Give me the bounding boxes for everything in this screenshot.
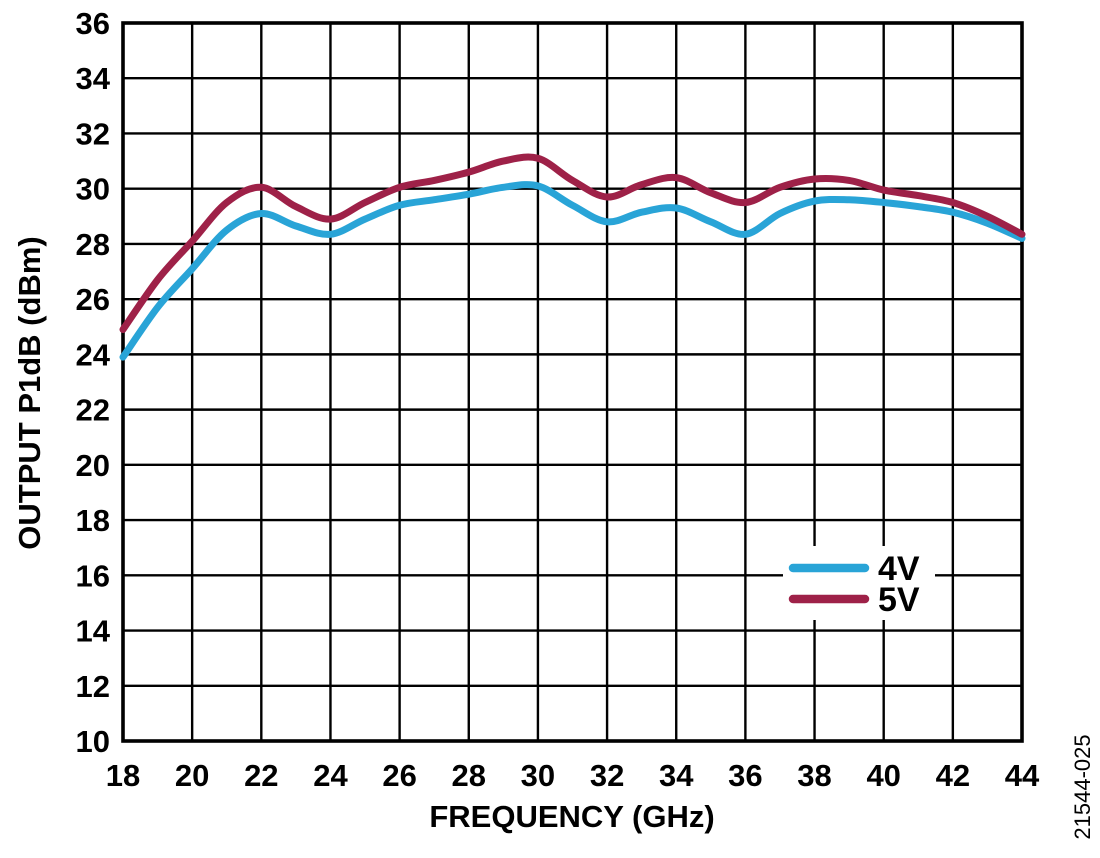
legend-label-5v: 5V <box>878 581 920 619</box>
x-tick-label: 44 <box>1005 758 1040 793</box>
y-tick-label: 24 <box>76 337 111 372</box>
x-tick-label: 18 <box>106 758 140 793</box>
x-tick-label: 42 <box>936 758 970 793</box>
plot-border <box>121 21 1024 743</box>
x-tick-label: 38 <box>797 758 831 793</box>
x-tick-label: 20 <box>175 758 209 793</box>
y-tick-label: 30 <box>76 172 110 207</box>
y-tick-label: 22 <box>76 393 110 428</box>
x-tick-label: 26 <box>382 758 416 793</box>
y-tick-label: 32 <box>76 116 110 151</box>
y-tick-label: 18 <box>76 503 110 538</box>
y-tick-label: 26 <box>76 282 110 317</box>
figure-number: 21544-025 <box>1070 734 1095 840</box>
x-tick-label: 24 <box>313 758 348 793</box>
y-tick-label: 20 <box>76 448 110 483</box>
x-tick-label: 32 <box>590 758 624 793</box>
series-line-5v <box>119 153 1026 333</box>
x-axis-title: FREQUENCY (GHz) <box>429 799 715 834</box>
x-tick-label: 30 <box>521 758 555 793</box>
y-axis-title: OUTPUT P1dB (dBm) <box>12 236 47 550</box>
x-tick-label: 36 <box>728 758 762 793</box>
y-tick-label: 10 <box>76 724 110 759</box>
series-line-4v <box>119 181 1026 361</box>
x-tick-label: 22 <box>244 758 278 793</box>
y-tick-label: 34 <box>76 61 111 96</box>
legend-label-4v: 4V <box>878 550 920 588</box>
y-tick-label: 14 <box>76 614 111 649</box>
x-tick-label: 28 <box>452 758 486 793</box>
y-tick-label: 28 <box>76 227 110 262</box>
y-tick-label: 12 <box>76 669 110 704</box>
y-tick-label: 16 <box>76 558 110 593</box>
x-tick-label: 34 <box>659 758 694 793</box>
y-tick-label: 36 <box>76 6 110 41</box>
legend-box <box>783 546 935 620</box>
x-tick-label: 40 <box>866 758 900 793</box>
